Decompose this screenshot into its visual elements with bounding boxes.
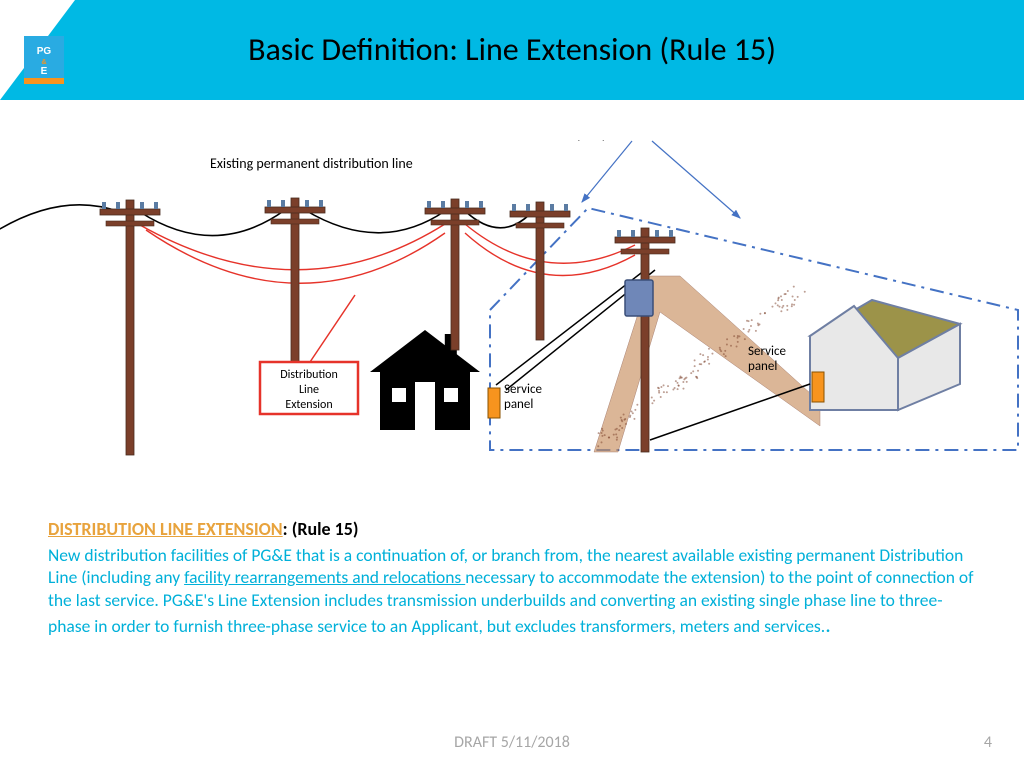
- dist-ext-label: Extension: [285, 398, 332, 412]
- existing-wire: [140, 210, 285, 236]
- definition-block: DISTRIBUTION LINE EXTENSION: (Rule 15) N…: [48, 518, 978, 639]
- definition-heading: DISTRIBUTION LINE EXTENSION: (Rule 15): [48, 518, 978, 540]
- existing-line-label: Existing permanent distribution line: [210, 155, 413, 172]
- extension-wire: [465, 224, 635, 263]
- service-panel: [812, 372, 824, 402]
- service-panel-label: panel: [504, 397, 533, 412]
- callout-line: [310, 295, 355, 362]
- utility-pole: [425, 199, 485, 350]
- service-panel-label: Service: [504, 382, 542, 397]
- page-title: Basic Definition: Line Extension (Rule 1…: [0, 30, 1024, 69]
- property-arrow: [582, 141, 632, 202]
- service-drop: [650, 384, 810, 440]
- property-arrow: [652, 141, 740, 218]
- utility-pole: [265, 198, 325, 370]
- service-panel-label: Service: [748, 344, 786, 359]
- service-panel: [488, 388, 500, 418]
- house-icon: [370, 330, 480, 430]
- definition-body: New distribution facilities of PG&E that…: [48, 544, 978, 639]
- heading-underline: DISTRIBUTION LINE EXTENSION: [48, 518, 283, 540]
- service-panel-label: panel: [748, 359, 777, 374]
- property-line-label: Property Line: [558, 140, 634, 142]
- body-underline: facility rearrangements and relocations: [184, 566, 465, 588]
- existing-wire: [305, 210, 445, 233]
- extension-wire: [465, 233, 635, 275]
- diagram: DistributionLineExtension Property Line Ex…: [0, 140, 1024, 510]
- footer-draft: DRAFT 5/11/2018: [0, 733, 1024, 752]
- utility-pole: [100, 200, 160, 455]
- dist-ext-label: Distribution: [280, 368, 338, 382]
- transformer: [625, 280, 653, 316]
- heading-rest: : (Rule 15): [283, 518, 359, 540]
- dist-ext-label: Line: [299, 383, 319, 397]
- footer-page: 4: [984, 733, 992, 752]
